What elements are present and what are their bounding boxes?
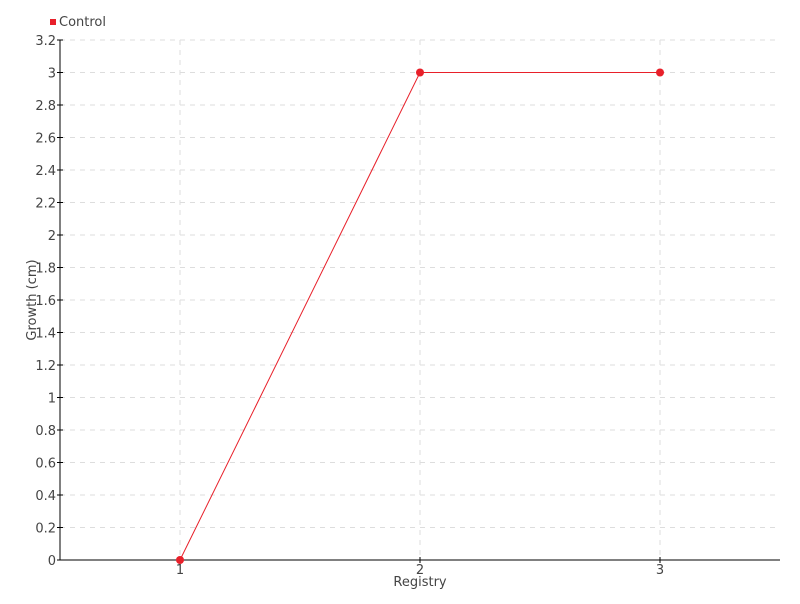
data-point: [416, 68, 424, 77]
series: [176, 68, 664, 564]
y-tick-label: 2.6: [35, 132, 56, 147]
data-point: [176, 556, 184, 564]
y-tick-label: 0.8: [35, 424, 56, 439]
y-tick-label: 2.2: [35, 197, 56, 212]
y-tick-label: 1.2: [35, 359, 56, 374]
data-point: [656, 68, 664, 77]
y-tick-label: 2: [48, 229, 56, 244]
grid: [60, 39, 780, 561]
y-tick-label: 2.8: [35, 99, 56, 114]
x-tick-label: 2: [416, 563, 424, 578]
y-tick-label: 1.6: [35, 294, 56, 309]
legend-swatch: [50, 19, 56, 25]
y-tick-label: 1.4: [35, 327, 56, 342]
x-axis-label: Registry: [393, 575, 447, 590]
x-tick-label: 1: [176, 563, 184, 578]
y-axis-label: Growth (cm): [25, 259, 40, 340]
x-tick-label: 3: [656, 563, 664, 578]
y-tick-label: 1.8: [35, 262, 56, 277]
y-tick-label: 0.2: [35, 522, 56, 537]
y-tick-label: 0.4: [35, 489, 56, 504]
y-tick-label: 3.2: [35, 34, 56, 49]
y-tick-label: 3: [48, 67, 56, 82]
y-ticks: 0 0.2 0.4 0.6 0.8 1 1.2 1.4 1.6 1.8 2 2.2 2.4 2.6 2.8 3…: [35, 34, 63, 569]
y-tick-label: 1: [48, 392, 56, 407]
legend: Control: [50, 15, 106, 30]
y-tick-label: 2.4: [35, 164, 56, 179]
series-line: [179, 72, 660, 561]
y-tick-label: 0.6: [35, 457, 56, 472]
y-tick-label: 0: [48, 554, 56, 569]
legend-label: Control: [59, 15, 106, 30]
